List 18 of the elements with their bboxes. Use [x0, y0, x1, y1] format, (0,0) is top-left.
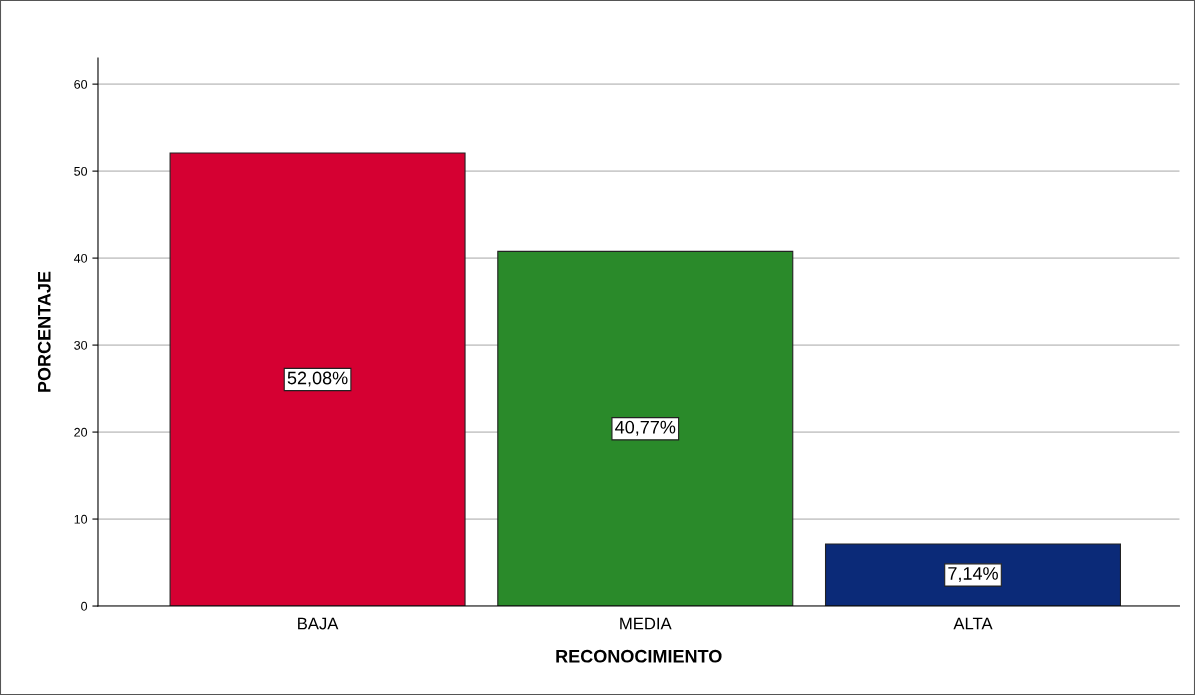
- data-label: 7,14%: [948, 567, 998, 582]
- bar: [824, 543, 1122, 607]
- y-tick-label: 60: [74, 79, 88, 89]
- bar: [169, 152, 466, 607]
- y-tick-label: 30: [74, 340, 88, 350]
- x-tick-label: MEDIA: [620, 617, 672, 630]
- data-label: 40,77%: [615, 420, 676, 436]
- y-tick-label: 20: [74, 427, 88, 437]
- x-axis-title: RECONOCIMIENTO: [556, 649, 722, 663]
- x-tick-label: BAJA: [298, 617, 339, 630]
- y-tick-label: 0: [81, 601, 88, 611]
- bar: [497, 250, 794, 607]
- y-tick-label: 50: [74, 166, 88, 176]
- y-tick-label: 40: [73, 253, 88, 263]
- y-tick-label: 10: [74, 514, 88, 524]
- x-tick-label: ALTA: [953, 617, 993, 630]
- data-label: 52,08%: [287, 371, 348, 387]
- y-axis-title: PORCENTAJE: [37, 271, 51, 392]
